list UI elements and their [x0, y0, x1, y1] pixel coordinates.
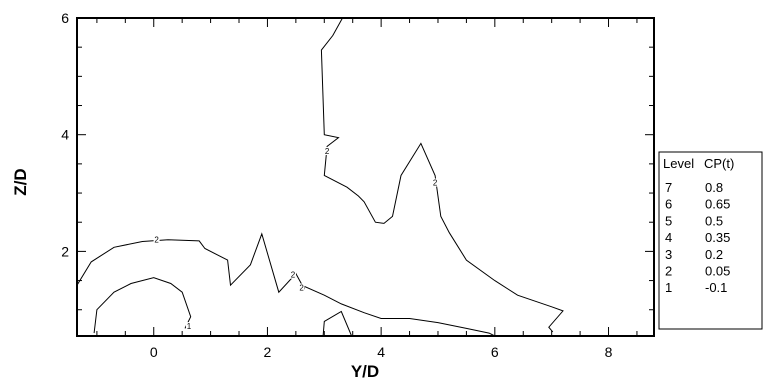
legend-value: 0.2 [705, 247, 723, 262]
legend-header-value: CP(t) [704, 156, 734, 171]
contour-label-bg [324, 147, 331, 156]
contour-label: 1 [187, 322, 192, 331]
contour-label: 2 [299, 284, 304, 293]
legend-level: 1 [665, 280, 672, 295]
axes: 0 2 4 6 8 2 4 6 [61, 10, 655, 360]
legend-level: 3 [665, 247, 672, 262]
x-tick-label: 0 [150, 344, 158, 360]
legend-value: 0.65 [705, 197, 730, 212]
legend-value: 0.5 [705, 213, 723, 228]
y-axis-title: Z/D [11, 168, 30, 195]
y-tick-label: 4 [61, 127, 69, 143]
legend-value: -0.1 [705, 280, 727, 295]
contour-label: 2 [291, 271, 296, 280]
contour-line-1 [77, 232, 496, 336]
legend-value: 0.35 [705, 230, 730, 245]
contour-label: 2 [154, 236, 159, 245]
legend-header-level: Level [663, 156, 694, 171]
contour-label-bg [153, 235, 160, 244]
legend-value: 0.8 [705, 180, 723, 195]
plot-frame [76, 17, 655, 337]
legend-value: 0.05 [705, 264, 730, 279]
legend-level: 6 [665, 197, 672, 212]
legend-level: 2 [665, 264, 672, 279]
legend-box [658, 151, 763, 330]
legend-level: 4 [665, 230, 672, 245]
x-tick-label: 2 [264, 344, 272, 360]
contour-label-bg [432, 178, 439, 187]
legend-level: 5 [665, 213, 672, 228]
x-tick-label: 4 [377, 344, 385, 360]
legend: Level CP(t) 7 0.8 6 0.65 5 0.5 4 0.35 3 0.2 2 0.05 1 -0… [658, 151, 763, 330]
legend-level: 7 [665, 180, 672, 195]
contour-label-bg [298, 283, 305, 292]
contour-line-4 [322, 310, 353, 336]
contour-label-bg [290, 270, 297, 279]
contour-line-2 [320, 18, 564, 333]
y-tick-label: 6 [61, 10, 69, 26]
contour-label: 2 [325, 147, 330, 156]
contour-label: 2 [433, 179, 438, 188]
x-tick-label: 8 [605, 344, 613, 360]
contour-line-3 [93, 277, 192, 334]
contour-label-bg [185, 322, 192, 331]
x-axis-title: Y/D [351, 362, 379, 381]
y-tick-label: 2 [61, 243, 69, 259]
x-tick-label: 6 [491, 344, 499, 360]
